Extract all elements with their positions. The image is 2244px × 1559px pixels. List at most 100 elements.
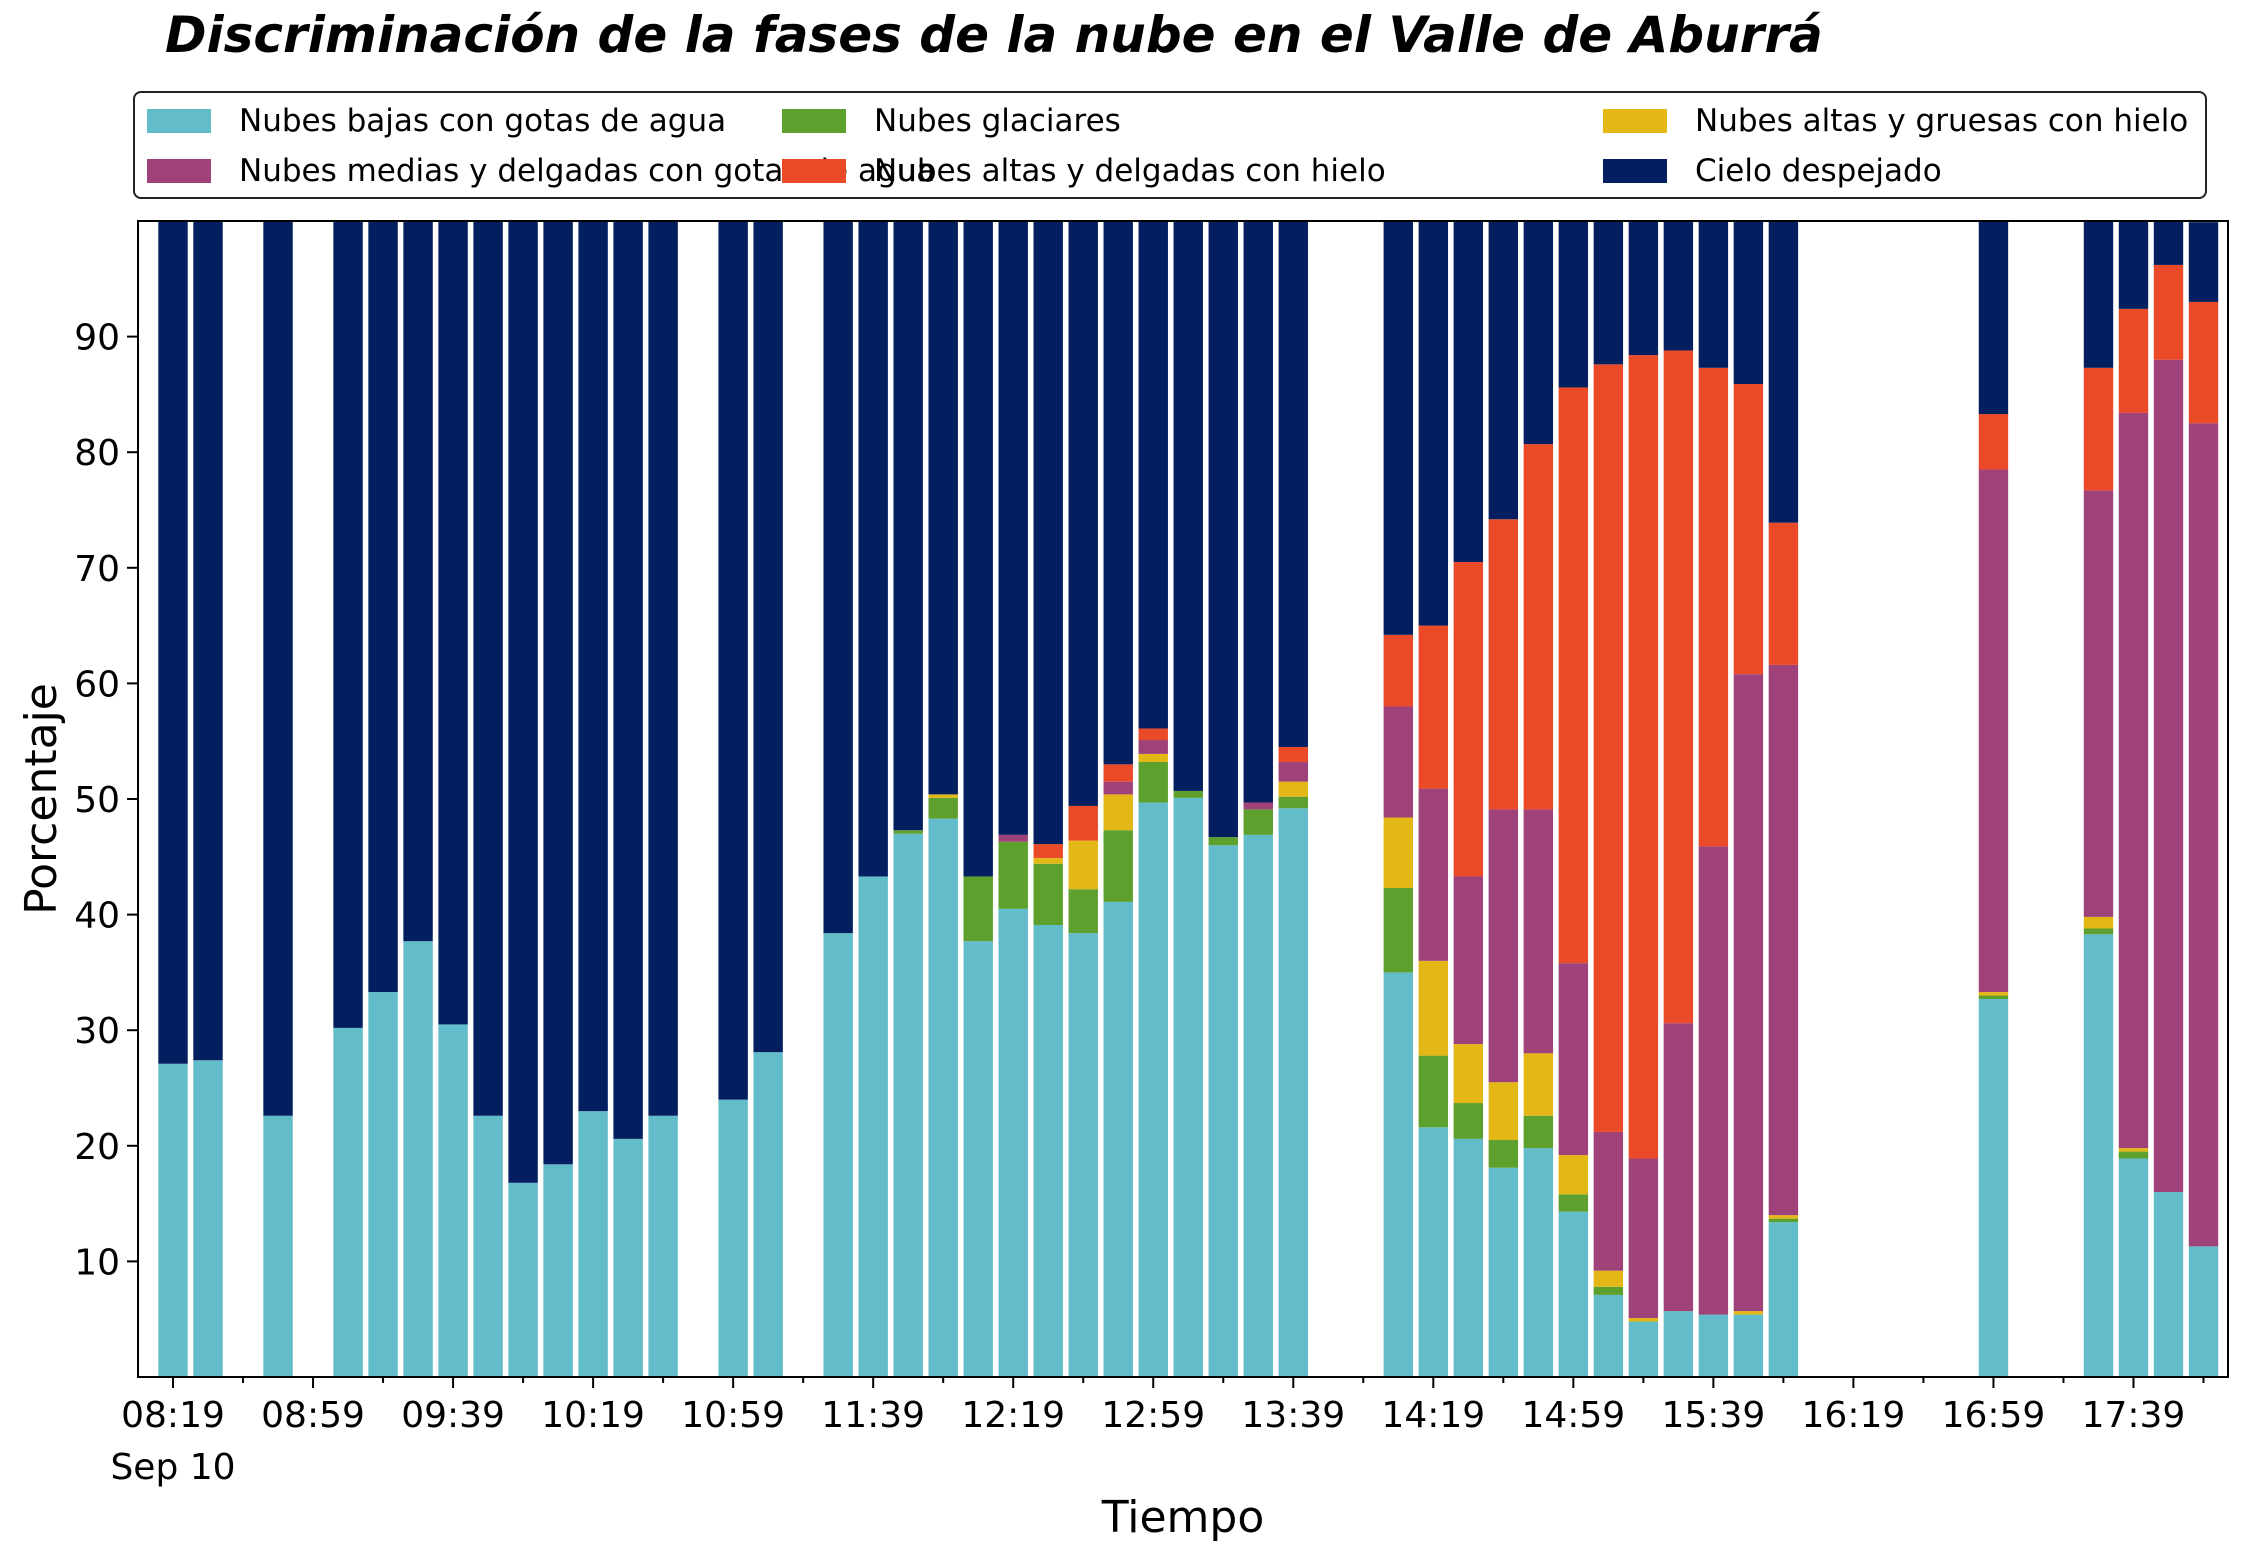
bar-segment [1243,809,1273,835]
bar-segment [1453,562,1484,877]
legend-entry: Nubes altas y gruesas con hielo [1603,101,2188,141]
bar-segment [1628,1318,1659,1322]
bar-segment [928,794,958,798]
bar-segment [1978,992,2009,996]
bar-segment [1103,764,1133,782]
bar-segment [1733,384,1764,675]
bar-segment [1733,1311,1764,1315]
bar-segment [1418,1127,1449,1377]
bar-segment [1488,809,1519,1083]
bar-segment [2153,1192,2184,1377]
bar-segment [1418,788,1449,961]
bar-segment [2083,221,2114,368]
bar-segment [998,908,1028,1377]
bar-segment [928,221,958,795]
bar-segment [963,941,993,1377]
y-tick-label: 30 [74,1011,120,1052]
bar-segment [1103,221,1133,765]
bar-segment [403,941,433,1377]
legend-swatch [782,109,846,133]
bar-segment [858,876,888,1377]
bar-segment [1978,414,2009,470]
bar-segment [1418,625,1449,789]
bar-segment [2083,934,2114,1377]
bar-segment [438,221,468,1025]
legend-label: Nubes altas y gruesas con hielo [1695,103,2189,139]
y-tick-label: 80 [74,433,120,474]
bar-segment [1768,1218,1799,1223]
y-axis-title: Porcentaje [16,683,67,915]
bar-segment [1628,221,1659,356]
bar-segment [1558,963,1589,1156]
bar-segment [1068,221,1098,806]
x-tick-label: 08:19 [121,1395,225,1436]
bar-segment [1488,1167,1519,1377]
bar-segment [333,221,363,1028]
bar-segment [718,1099,748,1377]
bar-segment [1593,1294,1624,1377]
bar-segment [2118,308,2149,413]
bar-segment [438,1024,468,1377]
bar-segment [2118,1148,2149,1152]
bar-segment [1138,728,1168,741]
bar-segment [2188,222,2219,302]
bar-segment [1768,664,1799,1216]
bar-segment [333,1027,363,1377]
bar-segment [613,221,643,1139]
bar-segment [2118,221,2149,309]
y-tick-label: 70 [74,549,120,590]
bar-segment [1698,1314,1729,1377]
bar-segment [1698,367,1729,847]
y-tick-label: 90 [74,318,120,359]
bar-segment [1663,1311,1694,1377]
bar-segment [858,221,888,877]
bar-segment [2083,928,2114,935]
bar-segment [1558,221,1589,388]
bar-segment [158,1063,188,1377]
bar-segment [2153,264,2184,360]
bar-segment [1278,762,1308,782]
bar-segment [1068,840,1098,890]
bar-segment [1593,364,1624,1132]
bar-segment [1558,1194,1589,1212]
bar-segment [1768,221,1799,523]
bar-segment [1418,221,1449,626]
bar-segment [2118,1158,2149,1377]
y-tick-label: 60 [74,664,120,705]
bar-segment [193,221,223,1061]
legend-label: Nubes glaciares [874,103,1121,139]
bar-segment [508,221,538,1183]
bar-segment [1138,740,1168,754]
bar-segment [998,221,1028,835]
bar-segment [1663,350,1694,1024]
bar-segment [1698,846,1729,1315]
bar-segment [1278,221,1308,747]
y-tick-label: 10 [74,1242,120,1283]
bar-segment [1768,1215,1799,1219]
bar-segment [1768,1222,1799,1377]
bar-segment [263,1115,293,1377]
bar-segment [2188,1246,2219,1377]
bar-segment [1418,1055,1449,1128]
bar-segment [963,876,993,942]
bar-segment [1173,797,1203,1377]
bar-segment [1663,221,1694,351]
bar-segment [1978,995,2009,999]
x-tick-label: 16:59 [1942,1395,2046,1436]
legend-swatch [1603,109,1667,133]
bar-segment [1068,805,1098,841]
bar-segment [1978,998,2009,1377]
bar-segment [1453,221,1484,563]
bar-segment [473,1115,503,1377]
x-tick-label: 14:19 [1381,1395,1485,1436]
bar-segment [1523,1053,1554,1116]
bar-segment [1103,781,1133,795]
bar-segment [1278,746,1308,763]
x-tick-label: 16:19 [1802,1395,1906,1436]
bar-segment [1103,794,1133,831]
bar-segment [1383,817,1414,889]
x-tick-label: 13:39 [1241,1395,1345,1436]
bar-segment [893,221,923,831]
bar-segment [368,992,398,1377]
